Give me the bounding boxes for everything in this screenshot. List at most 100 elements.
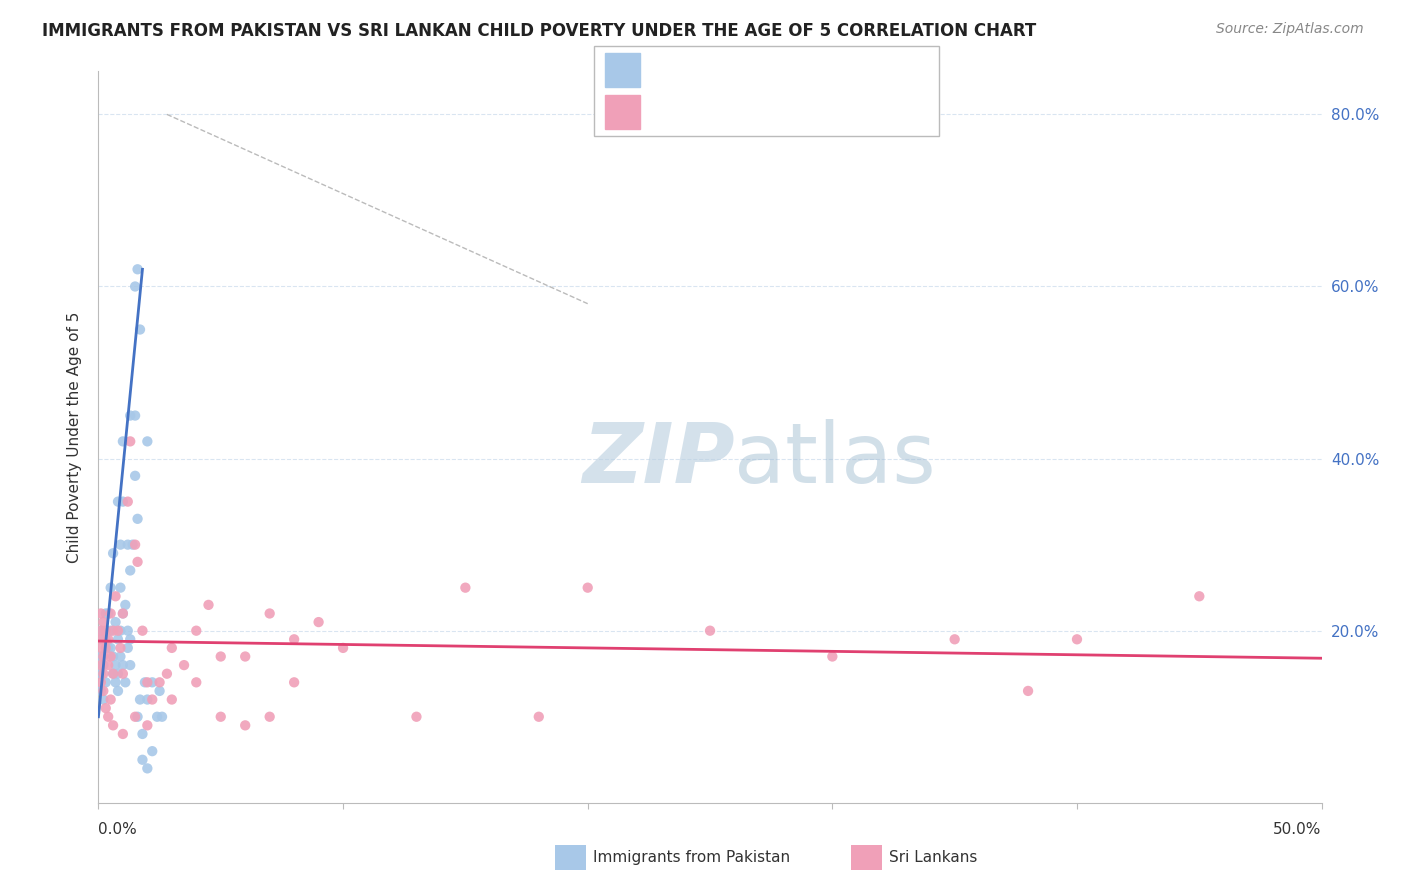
Point — [90, 624, 112, 638]
Point — [124, 409, 146, 423]
Point — [94, 675, 117, 690]
Point — [160, 640, 183, 655]
Point — [136, 761, 159, 775]
Point — [136, 718, 159, 732]
Point — [90, 666, 112, 681]
Point — [101, 718, 124, 732]
Y-axis label: Child Poverty Under the Age of 5: Child Poverty Under the Age of 5 — [67, 311, 83, 563]
Point — [90, 649, 112, 664]
Point — [209, 649, 232, 664]
Point — [131, 753, 153, 767]
Text: IMMIGRANTS FROM PAKISTAN VS SRI LANKAN CHILD POVERTY UNDER THE AGE OF 5 CORRELAT: IMMIGRANTS FROM PAKISTAN VS SRI LANKAN C… — [42, 22, 1036, 40]
Point — [104, 675, 127, 690]
Point — [943, 632, 966, 647]
Point — [94, 607, 117, 621]
Point — [141, 675, 163, 690]
Point — [120, 409, 142, 423]
Point — [114, 598, 136, 612]
Text: 50.0%: 50.0% — [1274, 822, 1322, 837]
Text: atlas: atlas — [734, 418, 936, 500]
Point — [186, 675, 208, 690]
Point — [110, 640, 132, 655]
Point — [101, 649, 124, 664]
Point — [136, 692, 159, 706]
Point — [124, 710, 146, 724]
Point — [107, 624, 129, 638]
Point — [124, 538, 146, 552]
Point — [129, 322, 152, 336]
Point — [97, 607, 120, 621]
Point — [90, 684, 112, 698]
Point — [127, 710, 149, 724]
Point — [94, 701, 117, 715]
Point — [110, 538, 132, 552]
Point — [94, 640, 117, 655]
Point — [283, 675, 305, 690]
Point — [332, 640, 354, 655]
Point — [111, 666, 134, 681]
Point — [94, 624, 117, 638]
Point — [259, 607, 281, 621]
Point — [141, 744, 163, 758]
Point — [197, 598, 219, 612]
Point — [136, 675, 159, 690]
Point — [259, 710, 281, 724]
Point — [104, 615, 127, 629]
Point — [101, 624, 124, 638]
Point — [101, 666, 124, 681]
Point — [127, 262, 149, 277]
Point — [527, 710, 550, 724]
Point — [127, 512, 149, 526]
Point — [90, 658, 112, 673]
Point — [120, 632, 142, 647]
Point — [104, 589, 127, 603]
Point — [134, 675, 156, 690]
Point — [114, 675, 136, 690]
Point — [107, 632, 129, 647]
Point — [90, 607, 112, 621]
Point — [576, 581, 599, 595]
Point — [91, 615, 114, 629]
Text: Source: ZipAtlas.com: Source: ZipAtlas.com — [1216, 22, 1364, 37]
Point — [821, 649, 844, 664]
Point — [136, 434, 159, 449]
Point — [120, 434, 142, 449]
Point — [97, 632, 120, 647]
Text: Immigrants from Pakistan: Immigrants from Pakistan — [593, 850, 790, 864]
Point — [100, 581, 122, 595]
Point — [91, 632, 114, 647]
Point — [699, 624, 721, 638]
Point — [111, 727, 134, 741]
Point — [111, 607, 134, 621]
Point — [117, 624, 139, 638]
Point — [1017, 684, 1039, 698]
Point — [111, 434, 134, 449]
Point — [107, 494, 129, 508]
Point — [100, 624, 122, 638]
Point — [124, 279, 146, 293]
Point — [129, 692, 152, 706]
Point — [100, 640, 122, 655]
Point — [150, 710, 173, 724]
Point — [173, 658, 195, 673]
Point — [97, 658, 120, 673]
Point — [91, 666, 114, 681]
Point — [1188, 589, 1211, 603]
Point — [160, 692, 183, 706]
Point — [90, 632, 112, 647]
Point — [90, 640, 112, 655]
Point — [117, 494, 139, 508]
Point — [124, 468, 146, 483]
Point — [101, 666, 124, 681]
Point — [186, 624, 208, 638]
Point — [91, 692, 114, 706]
Point — [131, 727, 153, 741]
Point — [1066, 632, 1088, 647]
Point — [308, 615, 330, 629]
Point — [117, 640, 139, 655]
Point — [111, 658, 134, 673]
Point — [233, 718, 256, 732]
Point — [100, 607, 122, 621]
Point — [107, 684, 129, 698]
Point — [111, 494, 134, 508]
